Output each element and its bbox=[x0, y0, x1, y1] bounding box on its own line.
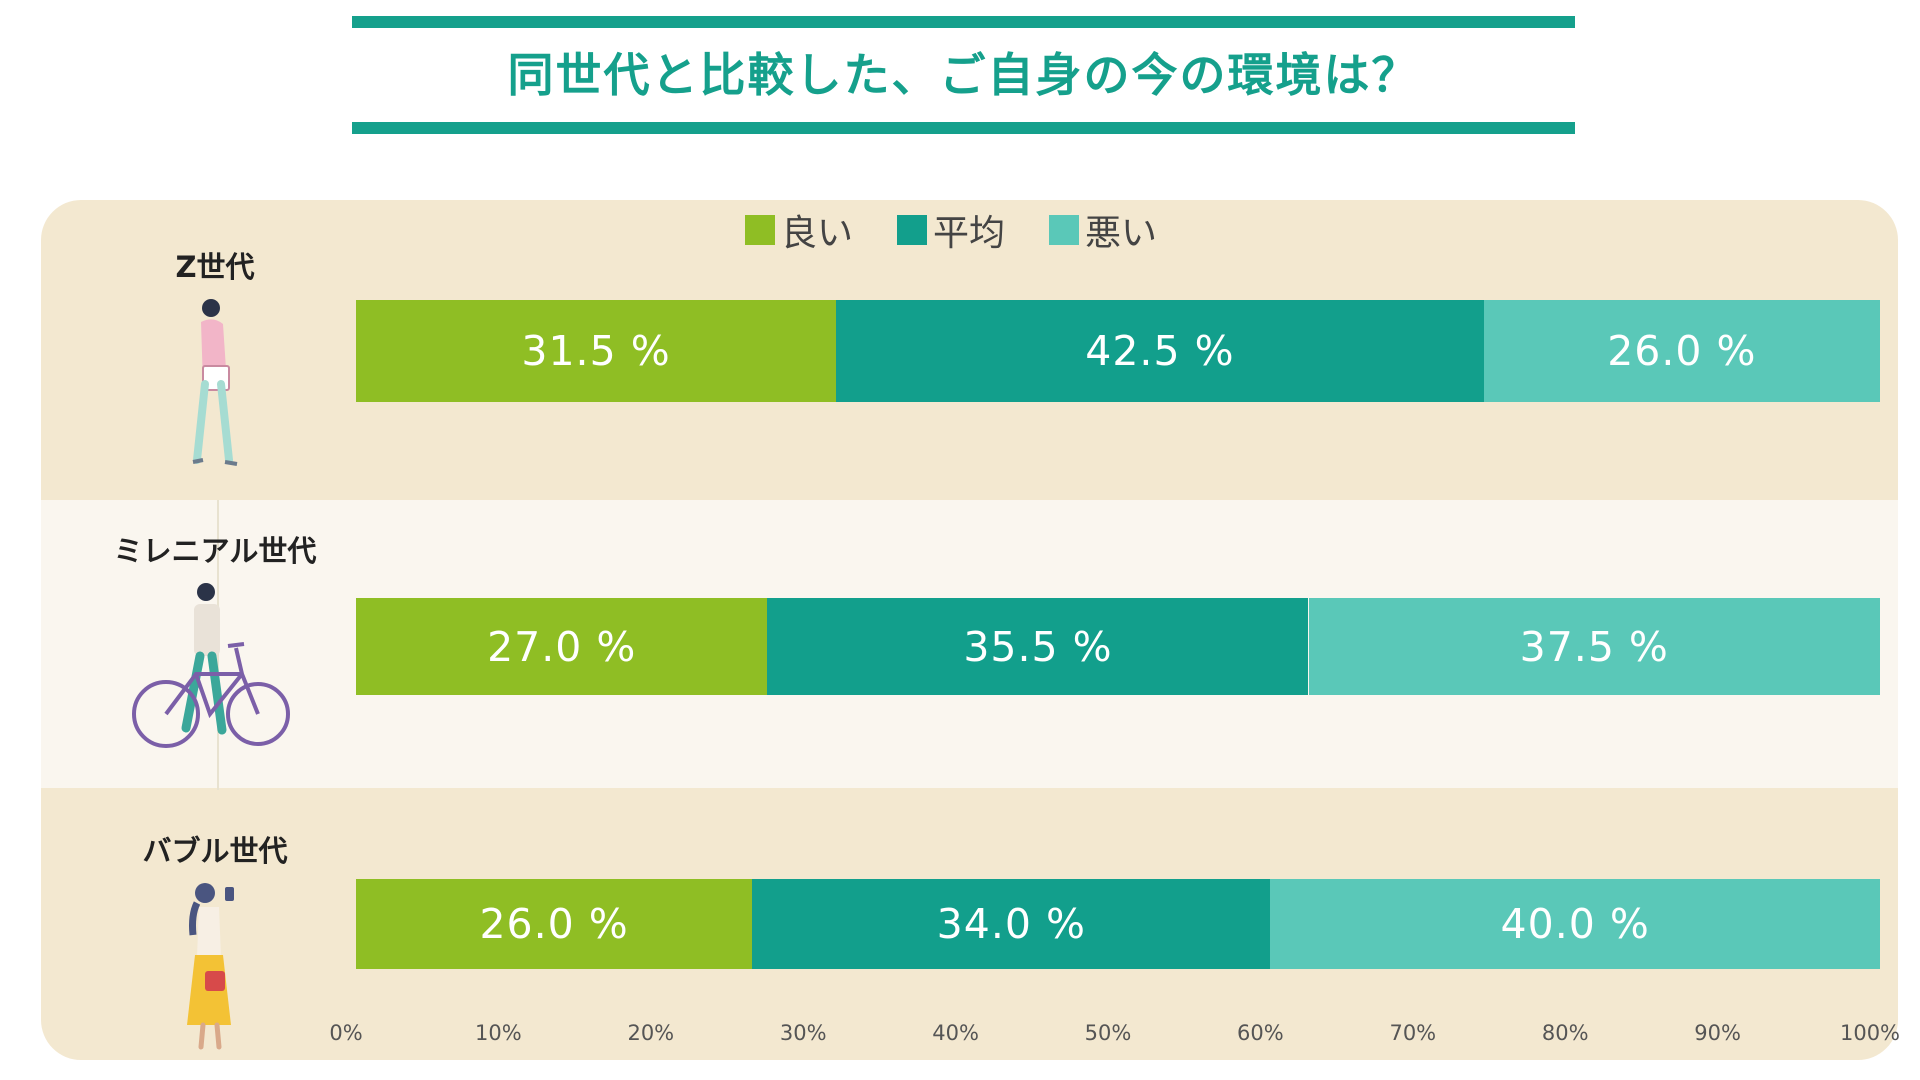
legend-entry-good: 良い bbox=[745, 204, 853, 256]
title-rule-top bbox=[352, 16, 1575, 28]
legend-swatch-average bbox=[897, 215, 928, 245]
x-tick-label: 40% bbox=[932, 1021, 979, 1045]
chart-title: 同世代と比較した、ご自身の今の環境は？ bbox=[507, 48, 1420, 102]
x-tick-label: 70% bbox=[1389, 1021, 1437, 1045]
legend-label-average: 平均 bbox=[933, 213, 1006, 254]
bar-bubble-good: 26.0 % bbox=[356, 879, 753, 969]
x-tick-label: 10% bbox=[475, 1021, 522, 1045]
walking-woman-icon bbox=[192, 299, 238, 466]
legend-label-bad: 悪い bbox=[1085, 213, 1158, 254]
legend-entry-bad: 悪い bbox=[1049, 204, 1157, 256]
phone-woman-icon bbox=[187, 883, 234, 1050]
x-tick-label: 80% bbox=[1541, 1021, 1589, 1045]
x-tick-label: 90% bbox=[1694, 1021, 1741, 1045]
bar-gen-z-bad: 26.0 % bbox=[1483, 300, 1880, 402]
x-tick-label: 60% bbox=[1237, 1021, 1284, 1045]
row-label-gen-z: Z世代 bbox=[175, 250, 255, 284]
x-tick-label: 0% bbox=[329, 1021, 363, 1045]
x-tick-label: 30% bbox=[779, 1021, 827, 1045]
legend-swatch-bad bbox=[1049, 215, 1080, 245]
legend-entry-average: 平均 bbox=[897, 204, 1005, 256]
bar-gen-z-good: 31.5 % bbox=[356, 300, 837, 402]
bar-bubble-bad: 40.0 % bbox=[1270, 879, 1880, 969]
bar-millennial-bad: 37.5 % bbox=[1308, 598, 1880, 695]
bar-bubble-average: 34.0 % bbox=[752, 879, 1271, 969]
legend-swatch-good bbox=[745, 215, 775, 245]
x-tick-label: 20% bbox=[627, 1021, 675, 1045]
bar-gen-z-average: 42.5 % bbox=[836, 300, 1484, 402]
bar-millennial-good: 27.0 % bbox=[356, 598, 768, 695]
bicycle-man-icon bbox=[132, 583, 290, 748]
title-rule-bottom bbox=[352, 122, 1575, 134]
x-tick-label: 50% bbox=[1084, 1021, 1132, 1045]
bar-millennial-average: 35.5 % bbox=[767, 598, 1309, 695]
row-label-bubble: バブル世代 bbox=[142, 834, 288, 868]
x-tick-label: 100% bbox=[1839, 1021, 1901, 1045]
row-label-millennial: ミレニアル世代 bbox=[113, 534, 317, 568]
legend-label-good: 良い bbox=[781, 213, 854, 254]
legend: 良い 平均 悪い bbox=[745, 208, 1201, 254]
